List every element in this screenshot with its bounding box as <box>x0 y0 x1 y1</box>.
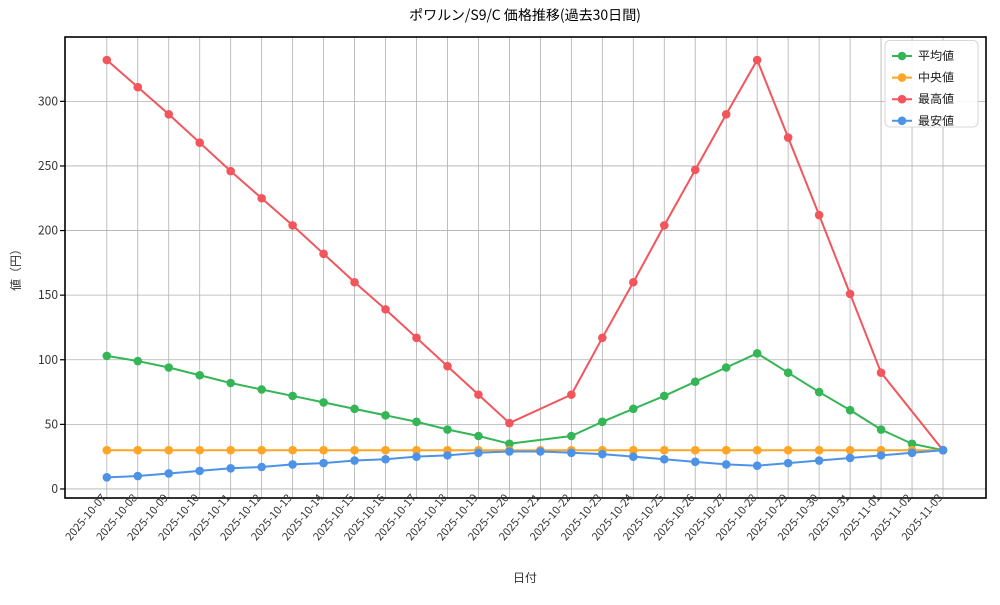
svg-text:200: 200 <box>38 222 58 239</box>
svg-text:0: 0 <box>51 480 58 497</box>
svg-text:平均値: 平均値 <box>918 47 954 64</box>
svg-text:値（円）: 値（円） <box>7 243 24 291</box>
svg-text:100: 100 <box>38 351 58 368</box>
svg-text:最高値: 最高値 <box>918 90 954 107</box>
svg-text:150: 150 <box>38 286 58 303</box>
svg-text:50: 50 <box>45 415 59 432</box>
svg-text:中央値: 中央値 <box>918 69 954 86</box>
svg-text:300: 300 <box>38 92 58 109</box>
svg-text:日付: 日付 <box>513 569 537 586</box>
svg-text:ポワルン/S9/C 価格推移(過去30日間): ポワルン/S9/C 価格推移(過去30日間) <box>409 5 641 25</box>
svg-text:250: 250 <box>38 157 58 174</box>
svg-text:最安値: 最安値 <box>918 112 954 129</box>
